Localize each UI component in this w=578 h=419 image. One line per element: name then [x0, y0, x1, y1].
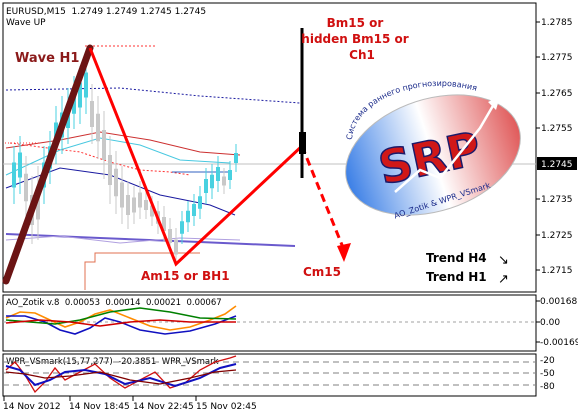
candle-body: [96, 113, 100, 142]
projection-arrow-icon: [337, 243, 351, 262]
candle-body: [78, 82, 82, 108]
ao-blue: [6, 315, 237, 335]
ma-dotted-blue: [5, 87, 301, 104]
candle-body: [90, 101, 94, 127]
ch1-label: Ch1: [349, 48, 375, 62]
arrow-up-right-icon: ↗: [498, 272, 509, 287]
arrow-down-right-icon: ↘: [498, 253, 509, 268]
wave-path: [88, 47, 304, 267]
candle-body: [180, 221, 184, 234]
candle-body: [138, 192, 142, 208]
time-tick: 14 Nov 18:45: [69, 402, 130, 412]
wpr-tick: -80: [540, 382, 555, 392]
candle-body: [162, 217, 166, 231]
bm15-label: Bm15 or: [327, 16, 384, 30]
wpr-lines: [5, 355, 237, 394]
logo-ellipse: [345, 94, 521, 216]
step-line: [84, 252, 200, 290]
candle-body: [84, 72, 88, 98]
wpr-tick: -50: [540, 369, 555, 379]
ao-red: [5, 319, 236, 327]
price-tick: 1.2775: [541, 53, 573, 63]
logo-trend-line: [394, 103, 496, 193]
trend-h4-label: Trend H4: [426, 251, 487, 265]
candle-body: [18, 152, 22, 178]
candle-body: [126, 195, 130, 215]
projection-lines: [88, 47, 346, 267]
ao-panel-frame: [2, 294, 537, 352]
candle-body: [132, 197, 136, 213]
candle-body: [198, 196, 202, 209]
time-axis: 14 Nov 2012 14 Nov 18:45 14 Nov 22:45 15…: [3, 396, 257, 412]
bm15-label-2: hidden Bm15 or: [301, 32, 408, 46]
candle-body: [210, 174, 214, 189]
candle-body: [24, 173, 28, 202]
candle-body: [120, 182, 124, 208]
candle-body: [192, 204, 196, 216]
symbol-info: EURUSD,M15 1.2749 1.2749 1.2745 1.2745: [6, 7, 206, 17]
candle-body: [12, 162, 16, 188]
price-tick: 1.2715: [541, 266, 573, 276]
ao-tick: 0.00168: [540, 297, 577, 307]
price-tick: 1.2755: [541, 124, 573, 134]
wave-h1-line: [2, 44, 94, 285]
candle-body: [234, 153, 238, 163]
candle-body: [102, 130, 106, 160]
price-tick: 1.2725: [541, 231, 573, 241]
price-tick: 1.2785: [541, 18, 573, 28]
current-price-label: 1.2745: [541, 160, 573, 170]
indicator-lines: [5, 45, 301, 290]
price-axis: 1.2785 1.2775 1.2765 1.2755 1.2735 1.272…: [536, 18, 573, 276]
candle-body: [222, 176, 226, 186]
candle-body: [144, 200, 148, 210]
logo-arrow-icon: [488, 96, 500, 110]
candle-body: [150, 205, 154, 217]
time-tick: 14 Nov 2012: [3, 402, 61, 412]
ma-lavender: [5, 235, 241, 244]
wpr-panel-label: WPR_VSmark(15,77,277) -20.3851 WPR_VSmar…: [6, 357, 219, 367]
candle-body: [174, 239, 178, 255]
candle-body: [36, 186, 40, 220]
wpr-axis: -20 -50 -80: [540, 356, 555, 392]
ao-axis: 0.00168 0.00 -0.00169: [536, 297, 578, 348]
candle-body: [168, 229, 172, 243]
wpr-tick: -20: [540, 356, 555, 366]
srp-logo: Система раннего прогнозирования SRP AO_Z…: [345, 79, 521, 220]
candle-body: [204, 179, 208, 193]
wpr-panel-frame: [2, 353, 537, 397]
candle-body: [186, 210, 190, 223]
am15-label: Am15 or BH1: [141, 269, 230, 283]
time-tick: 15 Nov 02:45: [196, 402, 257, 412]
time-tick: 14 Nov 22:45: [133, 402, 194, 412]
ao-tick: 0.00: [540, 318, 560, 328]
candle-body: [216, 167, 220, 181]
ao-panel-label: AO_Zotik v.8 0.00053 0.00014 0.00021 0.0…: [6, 298, 222, 308]
price-tick: 1.2735: [541, 195, 573, 205]
ao-green: [5, 307, 237, 325]
candle-body: [108, 155, 112, 185]
ao-tick: -0.00169: [540, 338, 578, 348]
ma-navy: [5, 167, 236, 216]
current-price-box: [537, 157, 577, 170]
cm15-label: Cm15: [303, 265, 341, 279]
ao-lines: [5, 305, 237, 335]
wave-h1-label: Wave H1: [15, 51, 79, 66]
candle-body: [114, 168, 118, 197]
price-tick: 1.2765: [541, 89, 573, 99]
vertical-marker-block: [299, 132, 306, 154]
wpr-darkred: [5, 369, 237, 385]
indicator-subtitle: Wave UP: [6, 18, 46, 28]
candle-body: [228, 170, 232, 180]
trend-h1-label: Trend H1: [426, 270, 487, 284]
cm15-projection: [300, 145, 346, 251]
wpr-red: [5, 355, 237, 394]
